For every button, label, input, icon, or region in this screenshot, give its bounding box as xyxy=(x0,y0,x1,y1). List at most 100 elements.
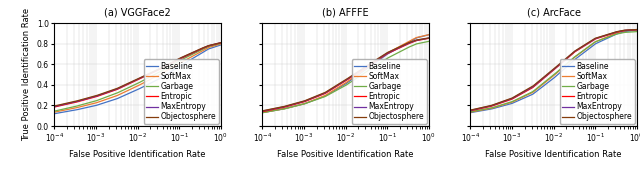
SoftMax xyxy=(566,61,573,63)
Garbage xyxy=(259,111,267,114)
Baseline xyxy=(357,72,365,74)
Objectosphere xyxy=(259,110,266,112)
SoftMax xyxy=(633,28,640,31)
MaxEntropy xyxy=(217,42,225,44)
MaxEntropy xyxy=(467,109,474,111)
MaxEntropy xyxy=(467,109,475,111)
MaxEntropy xyxy=(51,105,59,107)
MaxEntropy xyxy=(565,55,573,57)
Garbage xyxy=(51,110,58,112)
SoftMax xyxy=(618,31,625,33)
SoftMax xyxy=(357,71,365,73)
Objectosphere xyxy=(259,110,267,112)
MaxEntropy xyxy=(149,71,157,73)
X-axis label: False Positive Identification Rate: False Positive Identification Rate xyxy=(277,150,414,159)
Baseline xyxy=(568,61,576,63)
MaxEntropy xyxy=(399,45,406,47)
Objectosphere xyxy=(191,50,198,53)
Line: SoftMax: SoftMax xyxy=(262,35,429,113)
Title: (b) AFFFE: (b) AFFFE xyxy=(323,7,369,17)
MaxEntropy xyxy=(259,110,266,112)
X-axis label: False Positive Identification Rate: False Positive Identification Rate xyxy=(69,150,206,159)
MaxEntropy xyxy=(618,30,625,32)
Line: Entropic: Entropic xyxy=(54,43,221,107)
Legend: Baseline, SoftMax, Garbage, Entropic, MaxEntropy, Objectosphere: Baseline, SoftMax, Garbage, Entropic, Ma… xyxy=(144,59,218,124)
Baseline xyxy=(149,81,157,83)
Garbage xyxy=(566,60,573,62)
Baseline xyxy=(425,34,433,36)
Garbage xyxy=(149,74,157,76)
Entropic xyxy=(150,71,157,73)
SoftMax xyxy=(568,58,576,60)
Entropic xyxy=(410,41,417,43)
Objectosphere xyxy=(149,71,157,73)
Entropic xyxy=(633,29,640,31)
SoftMax xyxy=(467,111,474,113)
SoftMax xyxy=(399,44,406,46)
Line: Objectosphere: Objectosphere xyxy=(54,43,221,106)
Entropic xyxy=(568,53,576,55)
MaxEntropy xyxy=(607,33,614,35)
Entropic xyxy=(259,111,266,113)
Entropic xyxy=(191,51,198,53)
SoftMax xyxy=(51,111,59,113)
Entropic xyxy=(202,46,209,48)
Baseline xyxy=(410,39,417,41)
Entropic xyxy=(566,55,573,57)
Baseline xyxy=(51,113,58,115)
SoftMax xyxy=(217,43,225,45)
SoftMax xyxy=(259,112,266,114)
SoftMax xyxy=(410,38,417,40)
Entropic xyxy=(217,42,225,44)
Objectosphere xyxy=(358,68,365,70)
Garbage xyxy=(565,61,573,63)
SoftMax xyxy=(425,34,433,36)
SoftMax xyxy=(191,54,198,56)
Entropic xyxy=(152,70,160,72)
Line: MaxEntropy: MaxEntropy xyxy=(54,43,221,107)
Line: Baseline: Baseline xyxy=(54,45,221,114)
MaxEntropy xyxy=(360,67,368,69)
Baseline xyxy=(202,50,209,52)
Title: (c) ArcFace: (c) ArcFace xyxy=(527,7,580,17)
Garbage xyxy=(618,32,625,34)
Garbage xyxy=(152,73,160,75)
Baseline xyxy=(618,31,625,34)
Entropic xyxy=(149,72,157,74)
Line: Entropic: Entropic xyxy=(470,30,637,111)
Entropic xyxy=(467,110,474,112)
Line: MaxEntropy: MaxEntropy xyxy=(470,30,637,110)
Objectosphere xyxy=(360,66,368,69)
Baseline xyxy=(191,56,198,59)
Baseline xyxy=(217,44,225,46)
Objectosphere xyxy=(202,46,209,48)
SoftMax xyxy=(51,111,58,113)
Line: Garbage: Garbage xyxy=(262,41,429,113)
Objectosphere xyxy=(633,28,640,31)
MaxEntropy xyxy=(566,55,573,57)
Line: SoftMax: SoftMax xyxy=(470,30,637,112)
MaxEntropy xyxy=(51,105,58,108)
MaxEntropy xyxy=(568,52,576,55)
Garbage xyxy=(358,74,365,76)
Objectosphere xyxy=(399,44,406,46)
Baseline xyxy=(633,29,640,31)
Objectosphere xyxy=(607,32,614,35)
SoftMax xyxy=(202,48,209,50)
Line: Objectosphere: Objectosphere xyxy=(470,30,637,110)
MaxEntropy xyxy=(191,51,198,53)
Garbage xyxy=(360,72,368,74)
Legend: Baseline, SoftMax, Garbage, Entropic, MaxEntropy, Objectosphere: Baseline, SoftMax, Garbage, Entropic, Ma… xyxy=(560,59,634,124)
SoftMax xyxy=(565,61,573,63)
Garbage xyxy=(410,44,417,46)
Garbage xyxy=(467,111,475,113)
Garbage xyxy=(633,31,640,33)
Baseline xyxy=(566,63,573,65)
Line: Baseline: Baseline xyxy=(262,35,429,113)
Baseline xyxy=(399,45,406,47)
Baseline xyxy=(467,112,474,114)
Y-axis label: True Positive Identification Rate: True Positive Identification Rate xyxy=(22,8,31,141)
Garbage xyxy=(607,35,614,37)
Line: Garbage: Garbage xyxy=(54,43,221,111)
Baseline xyxy=(607,36,614,38)
